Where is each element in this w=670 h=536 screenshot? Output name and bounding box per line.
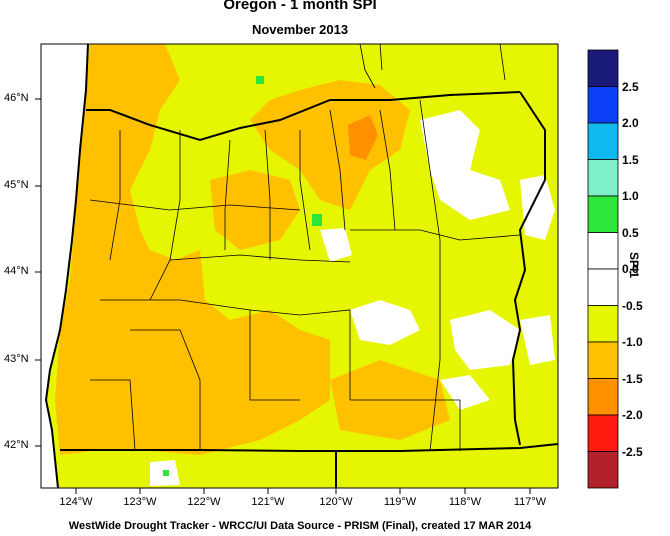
latitude-label: 46°N bbox=[4, 92, 29, 104]
colorbar-bin bbox=[587, 232, 619, 270]
spi-region-white-southeast-3 bbox=[520, 315, 555, 365]
colorbar-tick-label: -1.5 bbox=[622, 371, 643, 386]
colorbar-bin bbox=[587, 49, 619, 87]
axis-ticks bbox=[35, 98, 531, 494]
longitude-label: 124°W bbox=[59, 496, 93, 508]
colorbar-bin bbox=[587, 414, 619, 452]
map-plot-area bbox=[41, 44, 558, 488]
spi-region-white-southeast-2 bbox=[450, 310, 520, 370]
footer-credit: WestWide Drought Tracker - WRCC/UI Data … bbox=[68, 520, 532, 532]
longitude-label: 120°W bbox=[319, 496, 353, 508]
longitude-label: 121°W bbox=[251, 496, 285, 508]
latitude-label: 44°N bbox=[4, 265, 29, 277]
colorbar-bin bbox=[587, 451, 619, 489]
state-boundary-east bbox=[511, 91, 546, 446]
colorbar-bin bbox=[587, 195, 619, 233]
map-frame bbox=[40, 43, 559, 489]
map-title: Oregon - 1 month SPI bbox=[223, 0, 377, 13]
longitude-label: 117°W bbox=[513, 496, 547, 508]
spi-region-white-central bbox=[320, 228, 352, 262]
colorbar-tick-label: 1.5 bbox=[622, 152, 639, 167]
coastline bbox=[44, 44, 89, 488]
colorbar-bin bbox=[587, 86, 619, 124]
colorbar-tick-label: 0.5 bbox=[622, 225, 639, 240]
latitude-label: 43°N bbox=[4, 353, 29, 365]
colorbar-tick-label: 0.0 bbox=[622, 262, 639, 276]
map-subtitle: November 2013 bbox=[251, 22, 349, 37]
county-lines bbox=[89, 99, 521, 452]
state-boundary-north bbox=[86, 91, 521, 142]
colorbar-tick-label: 2.5 bbox=[622, 79, 639, 94]
colorbar-bin bbox=[587, 341, 619, 379]
spi-region-orange-west bbox=[55, 44, 330, 455]
spi-speck-green-north bbox=[256, 76, 264, 84]
spi-region-darkorange bbox=[348, 115, 378, 160]
colorbar-bin bbox=[587, 378, 619, 416]
colorbar-tick-label: -0.5 bbox=[622, 298, 643, 313]
colorbar-bin bbox=[587, 305, 619, 343]
colorbar-bin bbox=[587, 122, 619, 160]
latitude-label: 42°N bbox=[4, 439, 29, 451]
colorbar bbox=[587, 49, 619, 489]
longitude-label: 122°W bbox=[187, 496, 221, 508]
colorbar-tick-label: -2.0 bbox=[622, 408, 643, 422]
colorbar-bin bbox=[587, 159, 619, 197]
colorbar-tick-label: 2.0 bbox=[622, 116, 639, 130]
spi-region-orange-central bbox=[210, 170, 300, 250]
longitude-label: 119°W bbox=[383, 496, 417, 508]
colorbar-tick-label: -2.5 bbox=[622, 444, 643, 459]
ocean bbox=[41, 44, 88, 488]
colorbar-tick-label: 1.0 bbox=[622, 189, 639, 203]
colorbar-tick-label: -1.0 bbox=[622, 335, 643, 349]
state-boundary-south bbox=[60, 443, 558, 452]
spi-region-white-northeast bbox=[420, 110, 510, 220]
colorbar-bin bbox=[587, 268, 619, 306]
spi-speck-green-central bbox=[312, 214, 322, 226]
spi-region-white-southeast-4 bbox=[440, 375, 490, 410]
spi-region-white-southeast-1 bbox=[350, 300, 420, 345]
spi-speck-green-south bbox=[163, 470, 169, 476]
longitude-label: 123°W bbox=[123, 496, 157, 508]
river-columbia bbox=[359, 44, 506, 89]
spi-region-orange-north bbox=[250, 80, 410, 210]
longitude-label: 118°W bbox=[448, 496, 482, 508]
colorbar-axis-label: SPI1 bbox=[627, 252, 641, 279]
spi-region-white-east bbox=[520, 175, 555, 240]
latitude-label: 45°N bbox=[4, 179, 29, 191]
